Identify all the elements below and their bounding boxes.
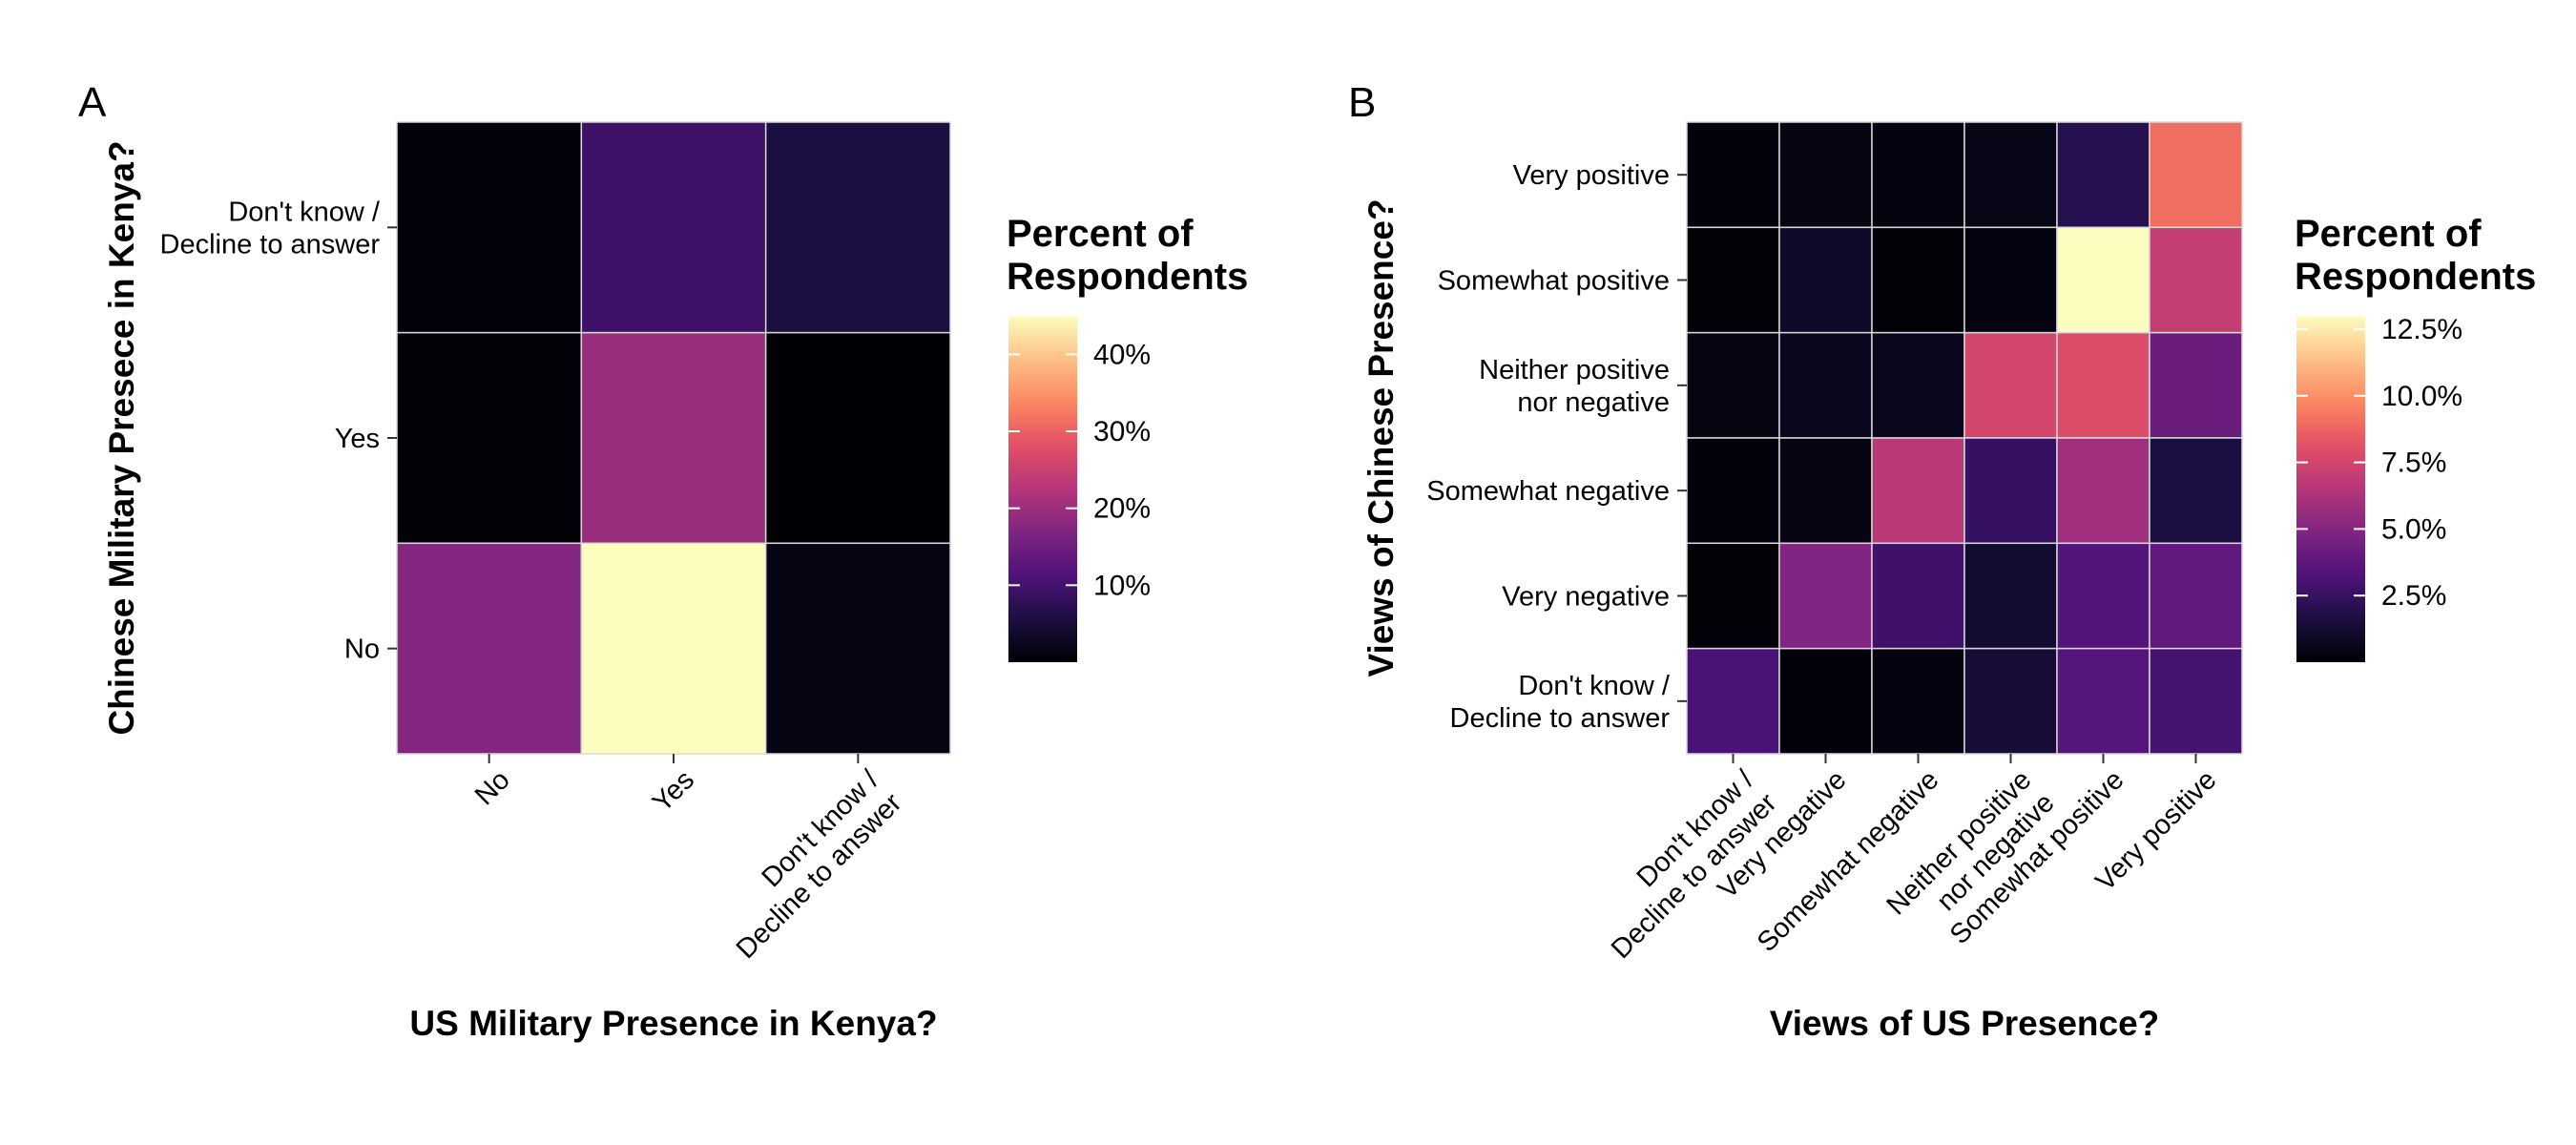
heatmap-cell [1778,437,1873,545]
heatmap-cell [1778,331,1873,439]
legend-title: Percent of Respondents [1007,213,1248,298]
y-tick-label: Yes [335,424,380,454]
x-axis-title: US Military Presence in Kenya? [409,1004,937,1043]
heatmap-cell [396,331,583,545]
heatmap-cell [1778,647,1873,755]
heatmap-cell [580,331,767,545]
x-tick-label: Somewhat negative [1752,764,1945,958]
heatmap-cell [1686,647,1780,755]
heatmap-cell [1686,542,1780,650]
heatmap-cell [1686,331,1780,439]
heatmap-cell [1778,226,1873,334]
y-axis-title: Views of Chinese Presence? [1361,198,1401,677]
heatmap-cell [2149,647,2243,755]
legend-tick-label: 10.0% [2381,381,2462,412]
heatmap-cell [1686,437,1780,545]
legend-tick-label: 40% [1093,339,1151,370]
legend-tick-label: 12.5% [2381,314,2462,345]
heatmap-cell [764,542,951,755]
x-tick-label: Don't know /Decline to answer [708,764,908,965]
heatmap-cell [1871,331,1965,439]
heatmap-cell [764,331,951,545]
y-tick-label: Somewhat negative [1426,476,1670,507]
legend-tick-label: 20% [1093,493,1151,525]
y-tick-label: Don't know / Decline to answer [1450,671,1671,734]
x-tick-label: Yes [647,764,700,818]
heatmap-cell [1963,331,2058,439]
y-tick-label: Don't know / Decline to answer [160,197,381,260]
heatmap-cell [1963,121,2058,229]
y-tick-label: Neither positive nor negative [1479,355,1670,418]
x-axis-title: Views of US Presence? [1770,1004,2160,1043]
heatmap-cell [1871,437,1965,545]
panel-label: A [78,79,107,126]
colorbar [1008,316,1077,662]
y-tick-label: No [344,635,380,665]
heatmap-cell [1871,542,1965,650]
heatmap-cell [1778,542,1873,650]
legend-tick-label: 7.5% [2381,448,2446,479]
heatmap-cell [764,121,951,334]
heatmap-cell [396,542,583,755]
legend-tick-label: 30% [1093,416,1151,448]
heatmap-cell [1871,226,1965,334]
heatmap-cell [2056,437,2150,545]
legend-tick-label: 10% [1093,570,1151,601]
color-legend: Percent of Respondents 2.5% 5.0% 7.5% 10.0% 12… [2295,213,2536,662]
heatmap-cell [2056,647,2150,755]
heatmap-cell [2149,121,2243,229]
heatmap-cell [2056,121,2150,229]
legend-tick-label: 2.5% [2381,580,2446,612]
color-legend: Percent of Respondents 10% 20% 30% 40% [1007,213,1248,662]
heatmap-cell [2149,226,2243,334]
y-tick-label: Somewhat positive [1438,266,1670,297]
heatmap-cell [2149,331,2243,439]
heatmap-cell [1871,121,1965,229]
heatmap-cell [2149,542,2243,650]
heatmap-cell [396,121,583,334]
heatmap-cell [2149,437,2243,545]
legend-title: Percent of Respondents [2295,213,2536,298]
y-tick-label: Very negative [1502,582,1670,613]
colorbar [2296,316,2365,662]
heatmap-cell [2056,226,2150,334]
heatmap-cell [2056,331,2150,439]
heatmap-cell [2056,542,2150,650]
panel-label: B [1348,79,1376,126]
heatmap-cell [1686,226,1780,334]
heatmap-cell [1686,121,1780,229]
heatmap-cell [580,121,767,334]
heatmap-cell [1963,437,2058,545]
legend-tick-label: 5.0% [2381,513,2446,545]
heatmap-cell [1963,542,2058,650]
x-tick-label: No [469,764,516,811]
heatmap-cell [1871,647,1965,755]
y-axis-title: Chinese Military Presece in Kenya? [102,140,141,735]
panel-b: B Very positive Somewhat positive Neither p… [1348,79,2536,1043]
heatmap-cell [1963,647,2058,755]
heatmap-cell [580,542,767,755]
heatmap-cell [1778,121,1873,229]
heatmap-cell [1963,226,2058,334]
y-tick-label: Very positive [1513,160,1670,191]
